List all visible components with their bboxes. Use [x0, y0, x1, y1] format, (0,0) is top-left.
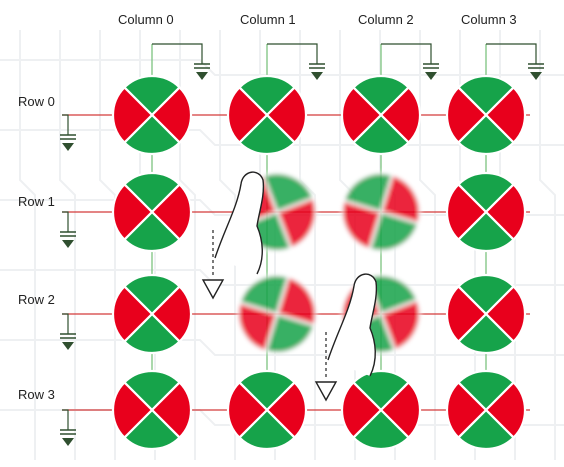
sensor-r3-c1 — [226, 369, 308, 451]
column-ground-lead-0 — [152, 43, 203, 50]
row-ground-lead-3 — [62, 409, 69, 416]
sensor-r0-c1 — [226, 74, 308, 156]
sensor-r3-c3 — [445, 369, 527, 451]
sensor-r2-c3 — [445, 273, 527, 355]
column-ground-lead-3 — [486, 43, 537, 50]
row-ground-lead-2 — [62, 313, 69, 320]
row-ground-lead-1 — [62, 211, 69, 218]
sensor-r1-c0 — [111, 171, 193, 253]
row-label-2: Row 2 — [18, 292, 55, 307]
row-label-0: Row 0 — [18, 94, 55, 109]
sensor-r0-c2 — [340, 74, 422, 156]
row-ground-0 — [60, 121, 76, 151]
row-ground-2 — [60, 320, 76, 350]
circuit-line — [99, 30, 116, 460]
column-label-0: Column 0 — [118, 12, 174, 27]
circuit-line — [539, 30, 556, 460]
column-ground-1 — [309, 50, 325, 80]
row-label-1: Row 1 — [18, 194, 55, 209]
circuit-line — [0, 339, 564, 356]
column-ground-lead-2 — [381, 43, 432, 50]
sensor-r3-c2 — [340, 369, 422, 451]
column-ground-2 — [423, 50, 439, 80]
circuit-line — [19, 30, 36, 460]
column-label-3: Column 3 — [461, 12, 517, 27]
circuit-line — [0, 59, 564, 76]
touching-fingers — [201, 171, 378, 402]
sensor-r3-c0 — [111, 369, 193, 451]
column-label-1: Column 1 — [240, 12, 296, 27]
sensor-r2-c0 — [111, 273, 193, 355]
row-ground-lead-0 — [62, 114, 69, 121]
sensor-r1-c3 — [445, 171, 527, 253]
row-ground-3 — [60, 416, 76, 446]
ground-symbols — [60, 43, 544, 446]
column-ground-0 — [194, 50, 210, 80]
touched-sensor-r2-c1 — [236, 273, 318, 355]
row-ground-1 — [60, 218, 76, 248]
row-label-3: Row 3 — [18, 387, 55, 402]
sensor-r0-c0 — [111, 74, 193, 156]
circuit-line — [59, 30, 76, 460]
column-ground-lead-1 — [267, 43, 318, 50]
circuit-line — [219, 30, 236, 460]
finger-1 — [201, 171, 265, 300]
finger-2 — [314, 273, 378, 402]
column-ground-3 — [528, 50, 544, 80]
sensor-r0-c3 — [445, 74, 527, 156]
touched-sensor-r1-c2 — [340, 171, 422, 253]
circuit-line — [419, 30, 436, 460]
column-label-2: Column 2 — [358, 12, 414, 27]
sensor-pads — [111, 74, 527, 451]
